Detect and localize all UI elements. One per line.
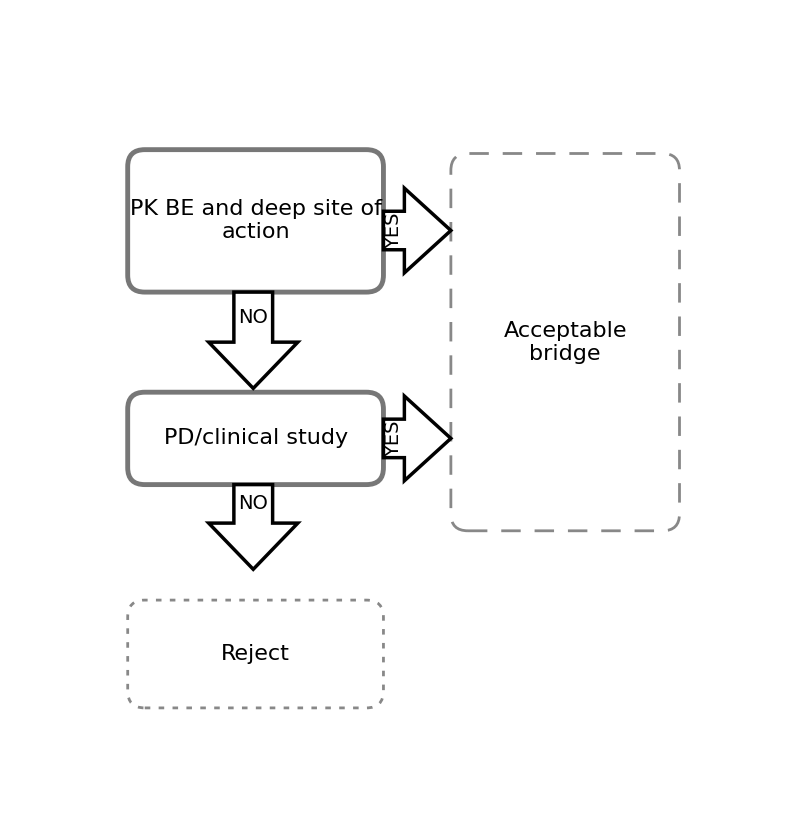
Text: PD/clinical study: PD/clinical study — [163, 428, 347, 448]
Text: YES: YES — [384, 212, 403, 249]
Text: YES: YES — [384, 420, 403, 457]
FancyBboxPatch shape — [127, 149, 384, 292]
Polygon shape — [209, 292, 298, 388]
Polygon shape — [384, 396, 451, 481]
Text: NO: NO — [238, 308, 268, 327]
Polygon shape — [209, 485, 298, 569]
FancyBboxPatch shape — [451, 154, 680, 531]
Text: NO: NO — [238, 495, 268, 513]
FancyBboxPatch shape — [127, 393, 384, 485]
FancyBboxPatch shape — [127, 600, 384, 708]
Polygon shape — [384, 188, 451, 273]
Text: PK BE and deep site of
action: PK BE and deep site of action — [130, 199, 381, 242]
Text: Acceptable
bridge: Acceptable bridge — [504, 320, 627, 364]
Text: Reject: Reject — [221, 644, 290, 664]
